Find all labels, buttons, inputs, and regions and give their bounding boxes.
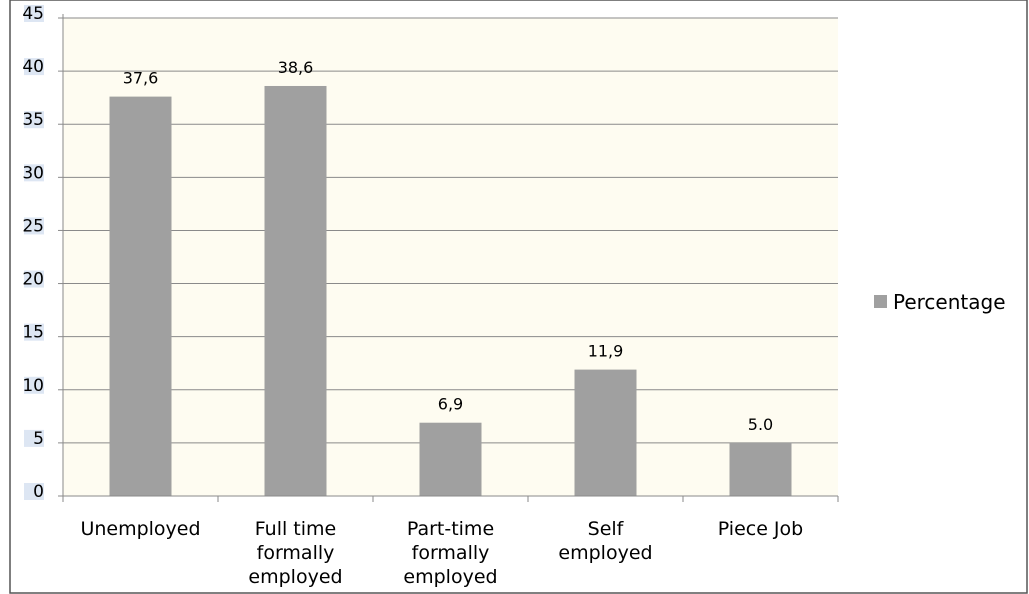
bar [109, 96, 172, 497]
y-tick-bg [24, 483, 44, 500]
category-label: Self employed [558, 518, 652, 564]
y-tick-bg [24, 58, 44, 76]
data-labels: 37,6 38,6 6,9 11,9 5.0 [123, 58, 774, 434]
y-tick-label: 30 [22, 163, 44, 183]
y-tick-bg [24, 111, 44, 129]
data-label: 6,9 [438, 395, 463, 414]
y-tick-label: 15 [22, 323, 44, 343]
bars [109, 85, 792, 497]
y-tick-label: 0 [33, 482, 44, 502]
y-tick-bg [24, 164, 44, 182]
legend: Percentage [874, 290, 1006, 314]
legend-label: Percentage [893, 290, 1006, 314]
y-tick-label: 10 [22, 376, 44, 396]
category-label: Full time formally employed [248, 518, 342, 588]
y-tick-label: 20 [22, 270, 44, 290]
category-label: Unemployed [80, 518, 200, 540]
data-label: 5.0 [748, 415, 773, 434]
y-tick-bg [24, 323, 44, 341]
y-tick-label: 45 [22, 4, 44, 24]
y-axis-ticks: 0 5 10 15 20 25 30 35 40 45 [22, 4, 63, 502]
y-tick-label: 35 [22, 110, 44, 130]
bar [264, 85, 327, 496]
bar [729, 442, 792, 496]
data-label: 37,6 [123, 69, 159, 88]
plot-area [63, 18, 838, 496]
category-label: Piece Job [718, 518, 803, 540]
bar [419, 422, 482, 496]
category-labels: Unemployed Full time formally employed Part-… [80, 518, 803, 588]
y-tick-label: 5 [33, 429, 44, 449]
bar [574, 369, 637, 496]
y-tick-label: 25 [22, 216, 44, 236]
y-tick-bg [24, 270, 44, 288]
legend-swatch [874, 295, 887, 308]
y-tick-label: 40 [22, 57, 44, 77]
y-tick-bg [24, 376, 44, 394]
y-tick-bg [24, 5, 44, 22]
chart-frame [9, 0, 1028, 594]
category-label: Part-time formally employed [403, 518, 497, 588]
y-tick-bg [24, 217, 44, 235]
axes [62, 14, 839, 502]
data-label: 38,6 [278, 58, 314, 77]
y-tick-bg [24, 429, 44, 447]
gridlines [63, 17, 838, 444]
data-label: 11,9 [588, 342, 624, 361]
